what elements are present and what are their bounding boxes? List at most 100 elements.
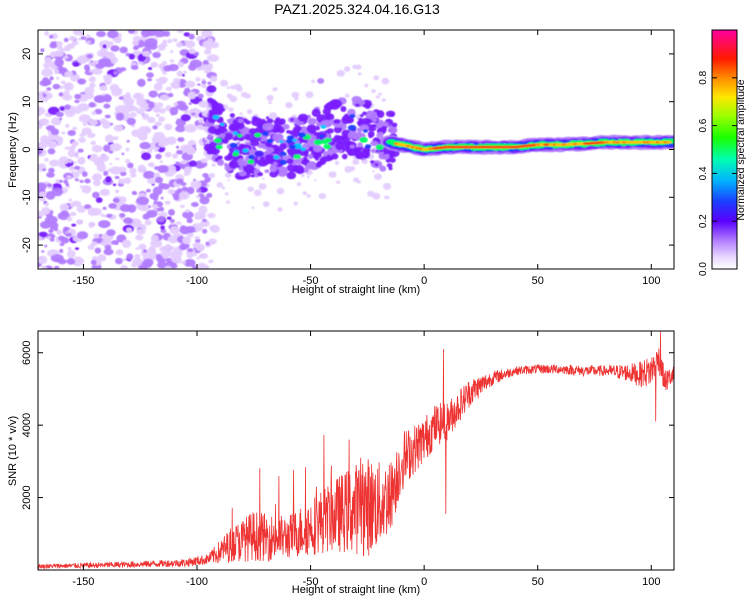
- spectrogram-cell: [50, 141, 58, 148]
- spectrogram-cell: [154, 149, 158, 152]
- spectrogram-cell: [217, 159, 224, 166]
- spectrogram-cell: [336, 180, 341, 184]
- spectrogram-cell: [173, 102, 179, 107]
- spectrogram-cell: [253, 189, 262, 196]
- spectrogram-cell: [178, 244, 188, 251]
- spectrogram-cell: [95, 61, 99, 65]
- spectrogram-cell: [335, 141, 344, 151]
- spectrogram-cell: [120, 217, 123, 220]
- spectrogram-cell: [137, 78, 146, 87]
- spectrogram-cell: [123, 217, 134, 224]
- spectrogram-cell: [172, 38, 178, 43]
- spectrogram-cell: [183, 32, 190, 37]
- spectrogram-cell: [46, 183, 52, 188]
- spectrogram-cell: [181, 260, 187, 265]
- spectrogram-cell: [44, 31, 50, 36]
- spectrogram-cell: [206, 192, 213, 198]
- spectrogram-cell: [357, 72, 362, 76]
- spectrogram-cell: [323, 144, 332, 150]
- spectrogram-cell: [38, 141, 49, 149]
- spectrogram-cell: [38, 106, 46, 115]
- colorbar-ticks: 0.0 0.2 0.4 0.6 0.8: [698, 70, 737, 276]
- spectrogram-cell: [232, 131, 239, 136]
- spectrogram-cell: [113, 124, 124, 132]
- spectrogram-cell: [63, 37, 69, 43]
- spectrogram-cell: [313, 139, 323, 146]
- spectrogram-cell: [41, 207, 51, 215]
- spectrogram-cell: [131, 190, 137, 196]
- spectrogram-cell: [117, 166, 127, 173]
- spectrogram-cell: [38, 118, 50, 126]
- spectrogram-cell: [77, 78, 87, 85]
- spectrogram-cell: [269, 159, 273, 163]
- spectrogram-cell: [268, 112, 277, 119]
- spectrogram-y-tick-label: 10: [21, 96, 33, 108]
- spectrogram-cell: [167, 235, 180, 244]
- spectrogram-cell: [100, 240, 111, 247]
- spectrogram-cell: [178, 191, 190, 200]
- spectrogram-cell: [300, 147, 307, 152]
- spectrogram-cell: [56, 45, 63, 51]
- spectrogram-cell: [72, 61, 80, 67]
- spectrogram-cell: [142, 258, 154, 267]
- spectrogram-cell: [336, 69, 345, 77]
- spectrogram-cell: [68, 159, 73, 163]
- spectrogram-cell: [164, 123, 173, 131]
- spectrogram-cell: [146, 72, 154, 78]
- spectrogram-cell: [114, 175, 120, 180]
- spectrogram-cell: [103, 74, 113, 81]
- spectrogram-cell: [368, 134, 373, 139]
- colorbar: 0.0 0.2 0.4 0.6 0.8 Normalized spectral ampl…: [698, 29, 747, 276]
- spectrogram-cell: [167, 189, 176, 195]
- spectrogram-cell: [142, 50, 151, 57]
- spectrogram-cell: [248, 154, 255, 160]
- spectrogram-cell: [136, 228, 146, 235]
- spectrogram-cell: [158, 116, 165, 122]
- spectrogram-cell: [232, 152, 239, 157]
- spectrogram-cell: [322, 151, 329, 157]
- spectrogram-cell: [382, 182, 392, 190]
- spectrogram-cell: [185, 80, 196, 88]
- spectrogram-cell: [64, 104, 71, 110]
- spectrogram-cell: [69, 165, 76, 172]
- spectrogram-cell: [90, 140, 97, 146]
- spectrogram-cell: [61, 131, 66, 135]
- spectrogram-cell: [59, 242, 65, 247]
- spectrogram-cell: [115, 242, 119, 245]
- spectrogram-cell: [228, 123, 237, 132]
- spectrogram-cell: [185, 209, 190, 213]
- spectrogram-cell: [238, 166, 244, 171]
- spectrogram-cell: [175, 221, 182, 226]
- spectrogram-cell: [64, 45, 71, 52]
- spectrogram-cell: [280, 151, 287, 157]
- spectrogram-cell: [55, 179, 60, 184]
- spectrogram-x-tick-label: 0: [421, 275, 427, 287]
- spectrogram-cell: [120, 107, 131, 114]
- spectrogram-cell: [292, 138, 298, 142]
- spectrogram-cell: [84, 86, 95, 95]
- spectrogram-cell: [211, 105, 218, 111]
- spectrogram-cell: [238, 144, 244, 149]
- spectrogram-cell: [66, 258, 76, 265]
- spectrogram-cell: [157, 216, 165, 223]
- spectrogram-cell: [385, 110, 396, 118]
- spectrogram-cell: [157, 261, 167, 269]
- spectrogram-cell: [53, 117, 57, 120]
- spectrogram-cell: [215, 144, 223, 150]
- spectrogram-cell: [96, 30, 106, 38]
- spectrogram-cell: [52, 83, 60, 90]
- spectrogram-cell: [94, 108, 103, 115]
- spectrogram-cell: [162, 39, 168, 45]
- spectrogram-cell: [365, 110, 378, 120]
- spectrogram-cell: [75, 151, 80, 155]
- spectrogram-cell: [40, 197, 46, 202]
- spectrogram-cell: [156, 146, 160, 150]
- colorbar-tick-label: 0.4: [698, 166, 709, 180]
- spectrogram-cell: [98, 154, 110, 162]
- spectrogram-cell: [126, 117, 136, 126]
- spectrogram-cell: [318, 134, 325, 139]
- spectrogram-cell: [331, 153, 339, 160]
- spectrogram-cell: [316, 152, 322, 157]
- spectrogram-cell: [202, 228, 208, 234]
- spectrogram-cell: [170, 50, 174, 54]
